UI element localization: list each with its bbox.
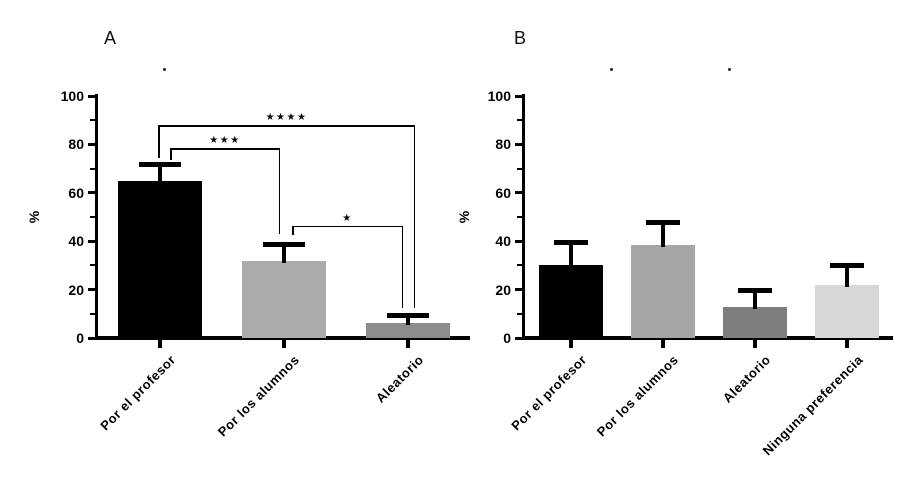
error-bar: [282, 243, 286, 263]
y-minor-tick: [90, 264, 96, 267]
error-bar-cap: [738, 287, 772, 293]
y-minor-tick: [517, 312, 523, 315]
x-axis: [95, 336, 470, 340]
y-major-tick: [515, 94, 523, 98]
significance-bracket-drop-right: [413, 125, 415, 308]
y-tick-label: 20: [495, 281, 511, 298]
y-minor-tick: [90, 167, 96, 170]
stray-dot: [163, 68, 166, 71]
x-tick: [661, 340, 665, 348]
y-minor-tick: [517, 119, 523, 122]
significance-bracket-drop-left: [292, 225, 294, 236]
significance-bracket-line: [292, 225, 403, 228]
panel-label-a: A: [104, 28, 117, 48]
x-axis: [522, 336, 893, 340]
y-tick-label: 60: [495, 184, 511, 201]
x-tick: [753, 340, 757, 348]
error-bar-cap: [646, 219, 680, 225]
error-bar: [569, 242, 573, 268]
bar-3: [815, 284, 879, 338]
x-tick: [406, 340, 410, 348]
y-tick-label: 0: [76, 330, 84, 346]
y-minor-tick: [90, 216, 96, 218]
error-bar: [845, 265, 849, 287]
x-tick: [845, 340, 849, 348]
y-major-tick: [515, 239, 523, 243]
error-bar: [753, 289, 757, 309]
error-bar-cap: [263, 241, 305, 247]
error-bar-cap: [387, 313, 429, 318]
error-bar-cap: [139, 161, 181, 167]
x-tick: [158, 340, 162, 348]
error-bar: [661, 221, 665, 247]
y-major-tick: [88, 336, 96, 340]
y-minor-tick: [517, 167, 523, 170]
x-category-label: Por los alumnos: [594, 352, 682, 440]
x-tick: [569, 340, 573, 348]
stray-dot: [728, 68, 731, 71]
significance-bracket-line: [158, 125, 415, 127]
y-major-tick: [515, 288, 523, 292]
y-tick-label: 0: [503, 330, 511, 346]
x-tick: [282, 340, 286, 348]
bar-0: [539, 265, 603, 338]
y-major-tick: [515, 142, 523, 146]
y-tick-label: 80: [68, 136, 84, 153]
y-axis: [95, 94, 98, 340]
bar-2: [366, 323, 450, 338]
y-minor-tick: [90, 312, 96, 315]
y-axis: [522, 94, 525, 340]
stray-dot: [610, 68, 613, 71]
y-major-tick: [88, 94, 96, 98]
y-axis-label-panel-b: %: [456, 210, 473, 224]
significance-stars: ★★★★: [265, 112, 308, 124]
y-tick-label: 80: [495, 136, 511, 153]
bar-1: [242, 260, 326, 338]
x-category-label: Por el profesor: [97, 352, 179, 434]
y-minor-tick: [517, 216, 523, 218]
y-minor-tick: [90, 119, 96, 122]
significance-bracket-drop-left: [158, 125, 160, 158]
error-bar-cap: [830, 263, 864, 269]
significance-stars: ★★★: [209, 135, 241, 147]
bar-2: [723, 306, 787, 338]
x-category-label: Ninguna preferencia: [759, 352, 866, 459]
y-tick-label: 100: [487, 88, 511, 104]
x-category-label: Por el profesor: [508, 352, 590, 434]
y-major-tick: [515, 191, 523, 195]
y-tick-label: 100: [60, 88, 84, 104]
significance-bracket-drop-right: [278, 148, 280, 234]
y-tick-label: 40: [495, 233, 511, 250]
bar-1: [631, 244, 695, 338]
error-bar-cap: [554, 240, 588, 246]
x-category-label: Aleatorio: [719, 352, 774, 406]
y-major-tick: [88, 288, 96, 292]
error-bar: [158, 163, 162, 183]
y-major-tick: [88, 191, 96, 195]
panel-label-b: B: [514, 28, 527, 48]
x-category-label: Aleatorio: [372, 352, 427, 406]
y-minor-tick: [517, 264, 523, 267]
y-tick-label: 40: [68, 233, 84, 250]
bar-0: [118, 180, 202, 338]
y-major-tick: [88, 142, 96, 146]
y-major-tick: [515, 336, 523, 340]
y-tick-label: 20: [68, 281, 84, 298]
significance-bracket-drop-left: [170, 148, 172, 161]
y-tick-label: 60: [68, 184, 84, 201]
x-category-label: Por los alumnos: [215, 352, 303, 440]
significance-bracket-line: [170, 148, 280, 150]
significance-bracket-drop-right: [401, 225, 403, 308]
y-axis-label-panel-a: %: [26, 210, 43, 224]
significance-stars: ★: [342, 212, 353, 224]
error-bar: [406, 315, 410, 326]
y-major-tick: [88, 239, 96, 243]
